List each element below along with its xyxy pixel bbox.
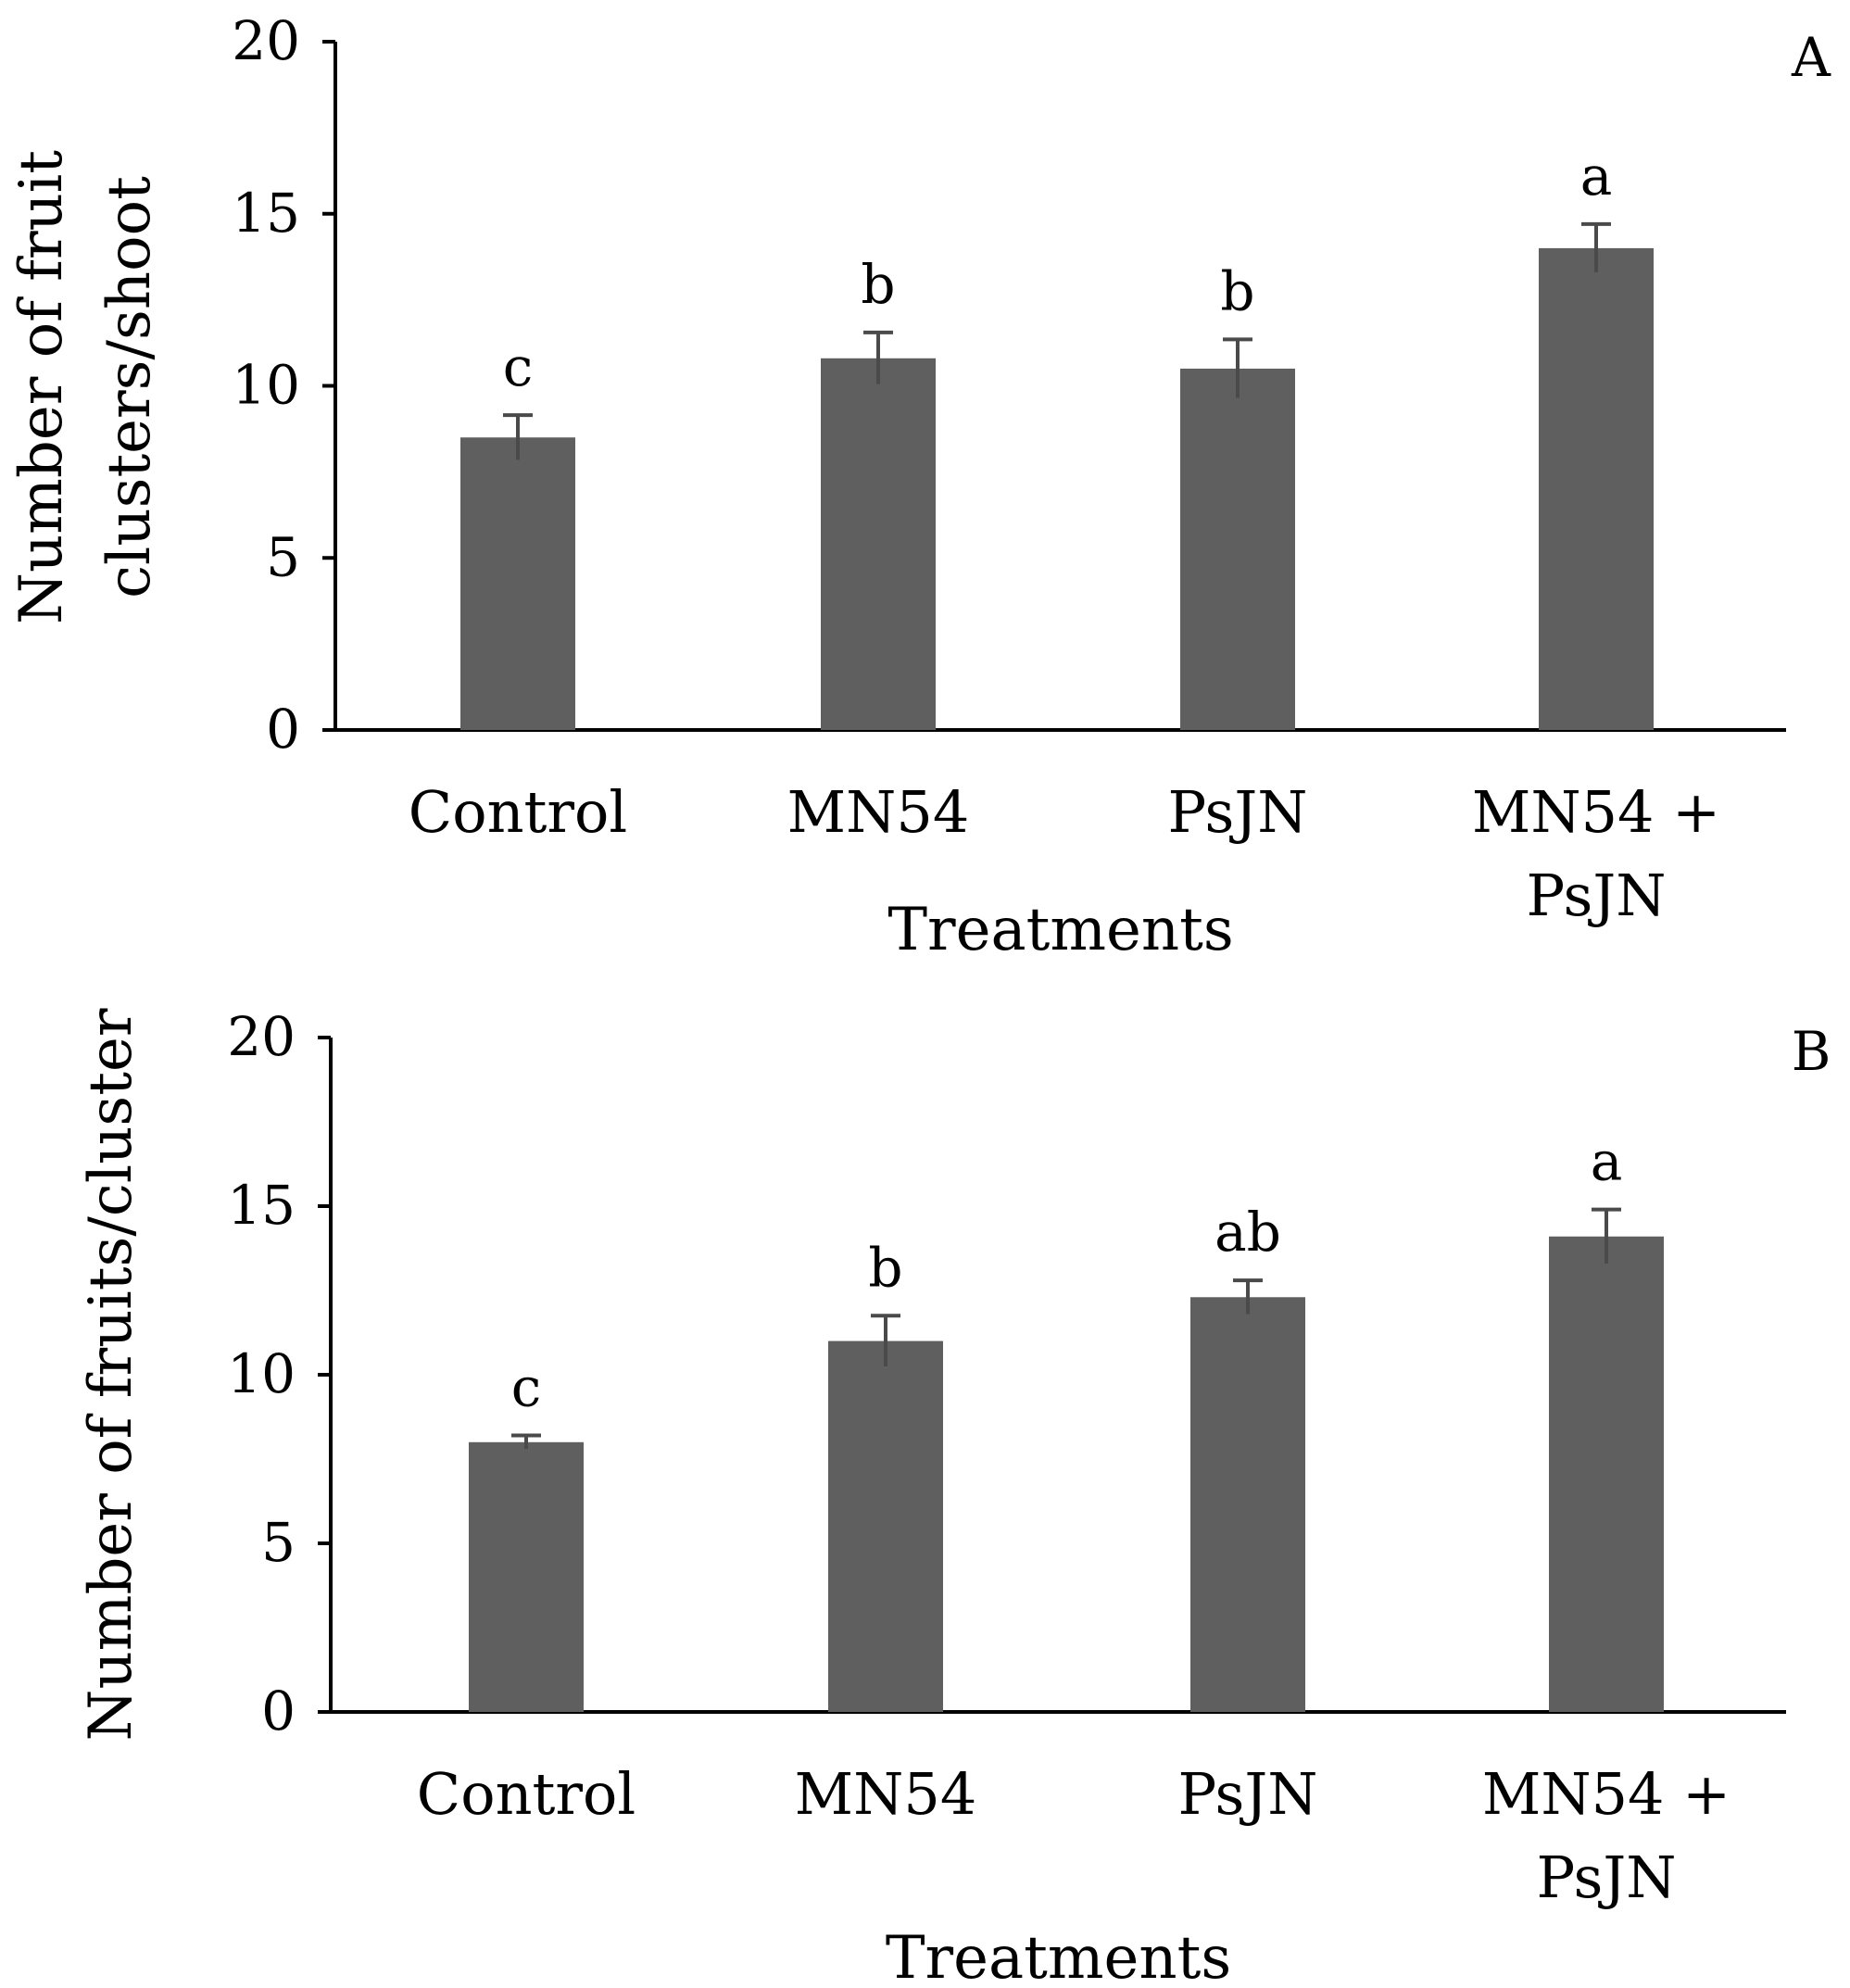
- x-axis-title: Treatments: [887, 896, 1233, 964]
- y-tick-label: 15: [227, 1174, 296, 1237]
- significance-letter: b: [861, 253, 895, 316]
- bar: [460, 437, 575, 730]
- y-axis-title: Number of fruits/cluster: [77, 1008, 145, 1741]
- y-axis-title: clusters/shoot: [95, 176, 164, 598]
- bar: [821, 358, 936, 730]
- y-tick-label: 15: [232, 182, 300, 245]
- significance-letter: c: [511, 1356, 541, 1419]
- x-tick-label: Control: [417, 1760, 636, 1828]
- y-tick-label: 20: [227, 1005, 296, 1068]
- panel-label: A: [1791, 26, 1831, 89]
- y-tick-label: 5: [266, 525, 300, 588]
- panel-label: B: [1792, 1020, 1831, 1083]
- y-tick-label: 5: [261, 1511, 296, 1574]
- y-axis-title: Number of fruit: [7, 150, 76, 624]
- x-tick-label: PsJN: [1527, 862, 1667, 929]
- bar: [1549, 1236, 1664, 1712]
- significance-letter: c: [503, 335, 533, 398]
- chart-panel-a: 0 5 10 15 20 c Control b MN54 b PsJN a MN54 + PsJN Tre…: [7, 9, 1831, 964]
- y-tick-label: 0: [266, 698, 300, 761]
- significance-letter: b: [1220, 259, 1254, 322]
- significance-letter: ab: [1214, 1201, 1281, 1264]
- bar: [1539, 247, 1654, 730]
- bar: [1180, 368, 1295, 730]
- y-tick-label: 10: [232, 354, 300, 417]
- x-tick-label: MN54 +: [1482, 1760, 1730, 1828]
- y-tick-label: 20: [232, 9, 300, 72]
- x-axis-title: Treatments: [886, 1924, 1231, 1988]
- x-tick-label: PsJN: [1178, 1760, 1318, 1828]
- y-tick-label: 0: [261, 1680, 296, 1743]
- significance-letter: a: [1591, 1130, 1623, 1193]
- x-tick-label: PsJN: [1537, 1843, 1677, 1911]
- x-tick-label: PsJN: [1168, 778, 1308, 846]
- x-tick-label: MN54: [787, 778, 970, 846]
- bar: [828, 1340, 943, 1712]
- x-tick-label: Control: [409, 778, 627, 846]
- significance-letter: b: [868, 1236, 902, 1299]
- x-tick-label: MN54: [795, 1760, 977, 1828]
- bar: [469, 1441, 584, 1712]
- chart-panel-b: 0 5 10 15 20 c Control b MN54 ab PsJN a MN54 + PsJN Tr…: [77, 1005, 1831, 1988]
- x-tick-label: MN54 +: [1472, 778, 1720, 846]
- bar: [1190, 1297, 1305, 1712]
- y-tick-label: 10: [227, 1342, 296, 1405]
- significance-letter: a: [1580, 145, 1613, 208]
